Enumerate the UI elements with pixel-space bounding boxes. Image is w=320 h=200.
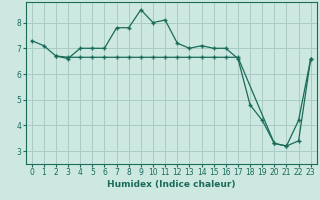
X-axis label: Humidex (Indice chaleur): Humidex (Indice chaleur) xyxy=(107,180,236,189)
